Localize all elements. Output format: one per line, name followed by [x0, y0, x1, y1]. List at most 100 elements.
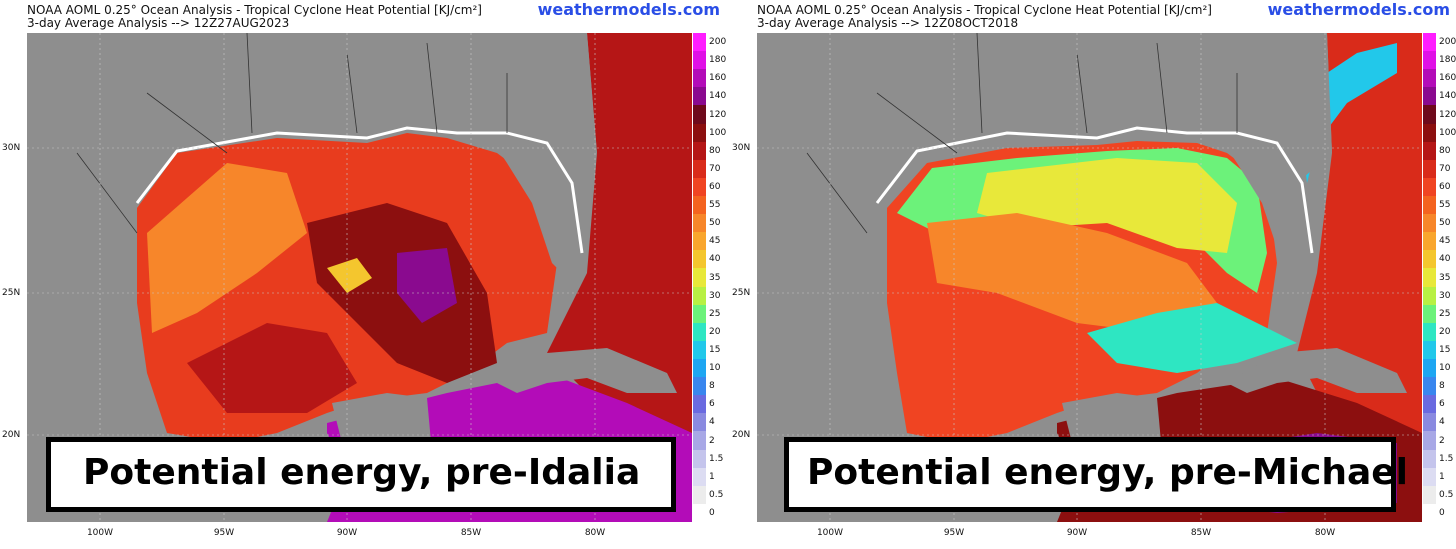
- lon-label: 80W: [584, 528, 606, 538]
- caption-text: Potential energy, pre-Idalia: [83, 452, 641, 493]
- colorbar-swatch: [1423, 177, 1436, 196]
- colorbar-label: 80: [1439, 145, 1451, 156]
- colorbar-swatch: [1423, 304, 1436, 323]
- ocean-dark-zone: [187, 323, 357, 413]
- colorbar-label: 35: [1439, 272, 1451, 283]
- colorbar-label: 160: [1439, 73, 1456, 84]
- colorbar-label: 140: [709, 91, 727, 102]
- colorbar-label: 60: [1439, 181, 1451, 192]
- colorbar-label: 120: [709, 109, 727, 120]
- lat-label: 30N: [2, 143, 21, 153]
- colorbar-label: 10: [1439, 363, 1451, 374]
- ocean-purple-zone: [397, 248, 457, 323]
- lon-label: 100W: [86, 528, 114, 538]
- colorbar-label: 2: [1439, 435, 1445, 446]
- colorbar-swatch: [693, 159, 706, 178]
- ocean-yellow-zone: [977, 158, 1237, 253]
- coastline: [875, 126, 1314, 254]
- colorbar-swatch: [1423, 141, 1436, 160]
- colorbar-swatch: [1423, 159, 1436, 178]
- colorbar-swatch: [1423, 503, 1436, 522]
- colorbar-label: 0: [1439, 507, 1445, 518]
- lat-label: 30N: [732, 143, 751, 153]
- colorbar-label: 1.5: [1439, 453, 1454, 464]
- atlantic-ocean: [1297, 33, 1422, 433]
- colorbar-label: 55: [1439, 200, 1451, 211]
- colorbar-swatch: [693, 69, 706, 88]
- lon-label: 95W: [943, 528, 965, 538]
- ocean-yellow-zone: [327, 258, 372, 293]
- colorbar-swatch: [693, 377, 706, 396]
- colorbar-label: 80: [709, 145, 721, 156]
- colorbar-label: 40: [709, 254, 721, 265]
- colorbar-swatch: [693, 177, 706, 196]
- atlantic-ocean: [547, 33, 692, 433]
- lat-label: 25N: [732, 288, 751, 298]
- ocean-cyan-band: [1087, 303, 1297, 373]
- colorbar-label: 70: [709, 163, 721, 174]
- colorbar-swatch: [693, 250, 706, 269]
- colorbar-label: 8: [1439, 381, 1445, 392]
- colorbar-label: 160: [709, 73, 727, 84]
- colorbar-label: 4: [709, 417, 715, 428]
- coastline: [135, 126, 584, 254]
- colorbar-label: 1: [1439, 471, 1445, 482]
- caption-box: Potential energy, pre-Michael: [784, 437, 1408, 512]
- colorbar-swatch: [1423, 340, 1436, 359]
- colorbar-swatch: [693, 304, 706, 323]
- lat-label: 20N: [2, 430, 21, 440]
- panel-subtitle: 3-day Average Analysis --> 12Z27AUG2023: [27, 16, 290, 30]
- colorbar-swatch: [1423, 431, 1436, 450]
- colorbar-label: 35: [709, 272, 721, 283]
- colorbar-swatch: [693, 413, 706, 432]
- colorbar-label: 1: [709, 471, 715, 482]
- colorbar-swatch: [1423, 322, 1436, 341]
- colorbar-swatch: [1423, 69, 1436, 88]
- panel-idalia: NOAA AOML 0.25° Ocean Analysis - Tropica…: [2, 0, 727, 538]
- colorbar-label: 15: [1439, 344, 1451, 355]
- brand-logo: weathermodels.com: [1267, 0, 1450, 19]
- panel-title: NOAA AOML 0.25° Ocean Analysis - Tropica…: [27, 3, 482, 17]
- colorbar-swatch: [1423, 51, 1436, 70]
- heat-potential-map: [27, 33, 692, 522]
- colorbar: [693, 33, 706, 522]
- colorbar-label: 0.5: [709, 489, 724, 500]
- colorbar-swatch: [693, 431, 706, 450]
- colorbar-swatch: [693, 449, 706, 468]
- colorbar-swatch: [693, 51, 706, 70]
- caption-text: Potential energy, pre-Michael: [807, 452, 1409, 493]
- state-borders: [806, 33, 1238, 234]
- colorbar-swatch: [693, 322, 706, 341]
- panel-subtitle: 3-day Average Analysis --> 12Z08OCT2018: [757, 16, 1019, 30]
- colorbar-swatch: [1423, 395, 1436, 414]
- colorbar-swatch: [693, 232, 706, 251]
- lon-label: 85W: [1190, 528, 1212, 538]
- colorbar-label: 120: [1439, 109, 1456, 120]
- colorbar-label: 140: [1439, 91, 1456, 102]
- colorbar-swatch: [1423, 467, 1436, 486]
- colorbar-label: 40: [1439, 254, 1451, 265]
- state-borders: [76, 33, 508, 234]
- colorbar-swatch: [1423, 268, 1436, 287]
- colorbar-swatch: [1423, 358, 1436, 378]
- colorbar-label: 6: [709, 399, 715, 410]
- colorbar-label: 25: [1439, 308, 1451, 319]
- colorbar-swatch: [693, 123, 706, 142]
- colorbar-swatch: [1423, 286, 1436, 305]
- grid-lines: [27, 33, 692, 522]
- colorbar-swatch: [1423, 123, 1436, 142]
- cuba-land: [1227, 348, 1407, 393]
- colorbar-label: 0: [709, 507, 715, 518]
- colorbar-label: 50: [1439, 218, 1451, 229]
- colorbar-label: 10: [709, 363, 721, 374]
- colorbar-swatch: [1423, 485, 1436, 504]
- colorbar-swatch: [693, 340, 706, 359]
- colorbar-swatch: [693, 358, 706, 378]
- north-america-land: [27, 33, 597, 433]
- colorbar-label: 8: [709, 381, 715, 392]
- colorbar-label: 100: [1439, 127, 1456, 138]
- colorbar-swatch: [693, 467, 706, 486]
- colorbar-label: 100: [709, 127, 727, 138]
- panel-title: NOAA AOML 0.25° Ocean Analysis - Tropica…: [757, 3, 1212, 17]
- lon-label: 80W: [1314, 528, 1336, 538]
